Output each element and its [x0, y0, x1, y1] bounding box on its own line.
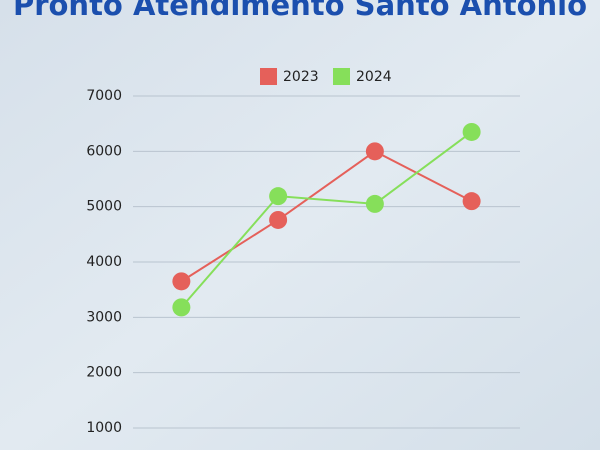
- data-point: [172, 298, 191, 317]
- series-line: [180, 131, 473, 309]
- y-tick-label: 2000: [86, 365, 122, 381]
- data-point: [462, 192, 481, 211]
- data-point: [269, 187, 288, 206]
- y-tick-label: 6000: [86, 143, 122, 159]
- chart-title: Pronto Atendimento Santo Antônio: [13, 0, 587, 22]
- legend-label: 2023: [283, 69, 319, 85]
- data-point: [365, 142, 384, 161]
- y-tick-label: 7000: [86, 88, 122, 104]
- legend-swatch: [260, 68, 277, 85]
- data-point: [172, 272, 191, 291]
- y-tick-label: 4000: [86, 254, 122, 270]
- y-tick-label: 5000: [86, 199, 122, 215]
- y-tick-label: 3000: [86, 309, 122, 325]
- data-point: [269, 210, 288, 229]
- legend-swatch: [333, 68, 350, 85]
- y-tick-label: 1000: [86, 420, 122, 436]
- data-point: [365, 194, 384, 213]
- data-point: [462, 122, 481, 141]
- legend-label: 2024: [356, 69, 392, 85]
